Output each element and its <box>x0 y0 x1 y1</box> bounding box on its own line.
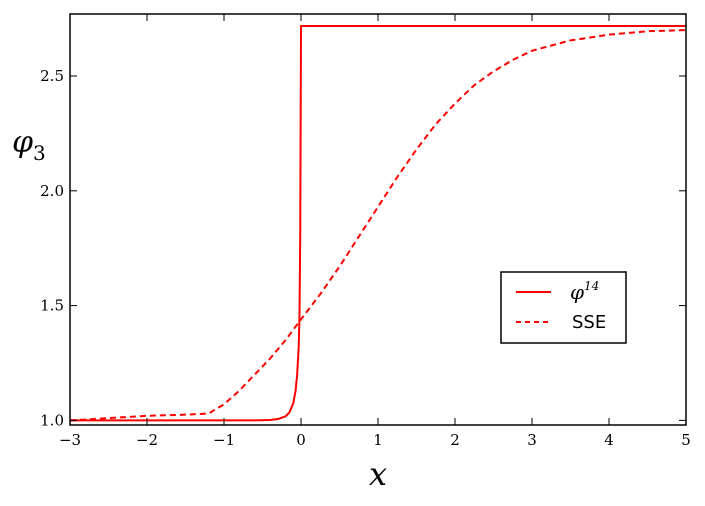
legend: φ14 SSE <box>500 271 627 344</box>
x-tick-label: −2 <box>136 431 158 449</box>
series-layer <box>69 24 687 422</box>
y-axis-label: φ3 <box>12 125 46 165</box>
legend-box <box>500 271 627 344</box>
plot-frame <box>69 13 687 426</box>
x-tick-label: 2 <box>450 431 460 449</box>
x-tick-label: 4 <box>604 431 614 449</box>
x-axis-label: x <box>369 455 387 493</box>
y-tick-label: 2.5 <box>40 67 64 85</box>
ticks-layer: −3 −2 −1 0 1 2 3 4 5 1.0 1.5 2.0 2.5 <box>40 14 691 449</box>
x-tick-label: 5 <box>681 431 691 449</box>
x-tick-label: 3 <box>527 431 537 449</box>
y-tick-label: 1.0 <box>40 411 64 429</box>
legend-label-phi14: φ14 <box>570 279 599 304</box>
y-tick-label: 2.0 <box>40 182 64 200</box>
legend-label-sse: SSE <box>572 312 606 333</box>
y-tick-label: 1.5 <box>40 297 64 315</box>
series-line-sse <box>69 29 687 422</box>
x-tick-label: −1 <box>213 431 235 449</box>
x-tick-label: 0 <box>296 431 306 449</box>
x-tick-label: 1 <box>373 431 383 449</box>
series-line-phi14 <box>70 24 686 422</box>
x-tick-label: −3 <box>59 431 81 449</box>
